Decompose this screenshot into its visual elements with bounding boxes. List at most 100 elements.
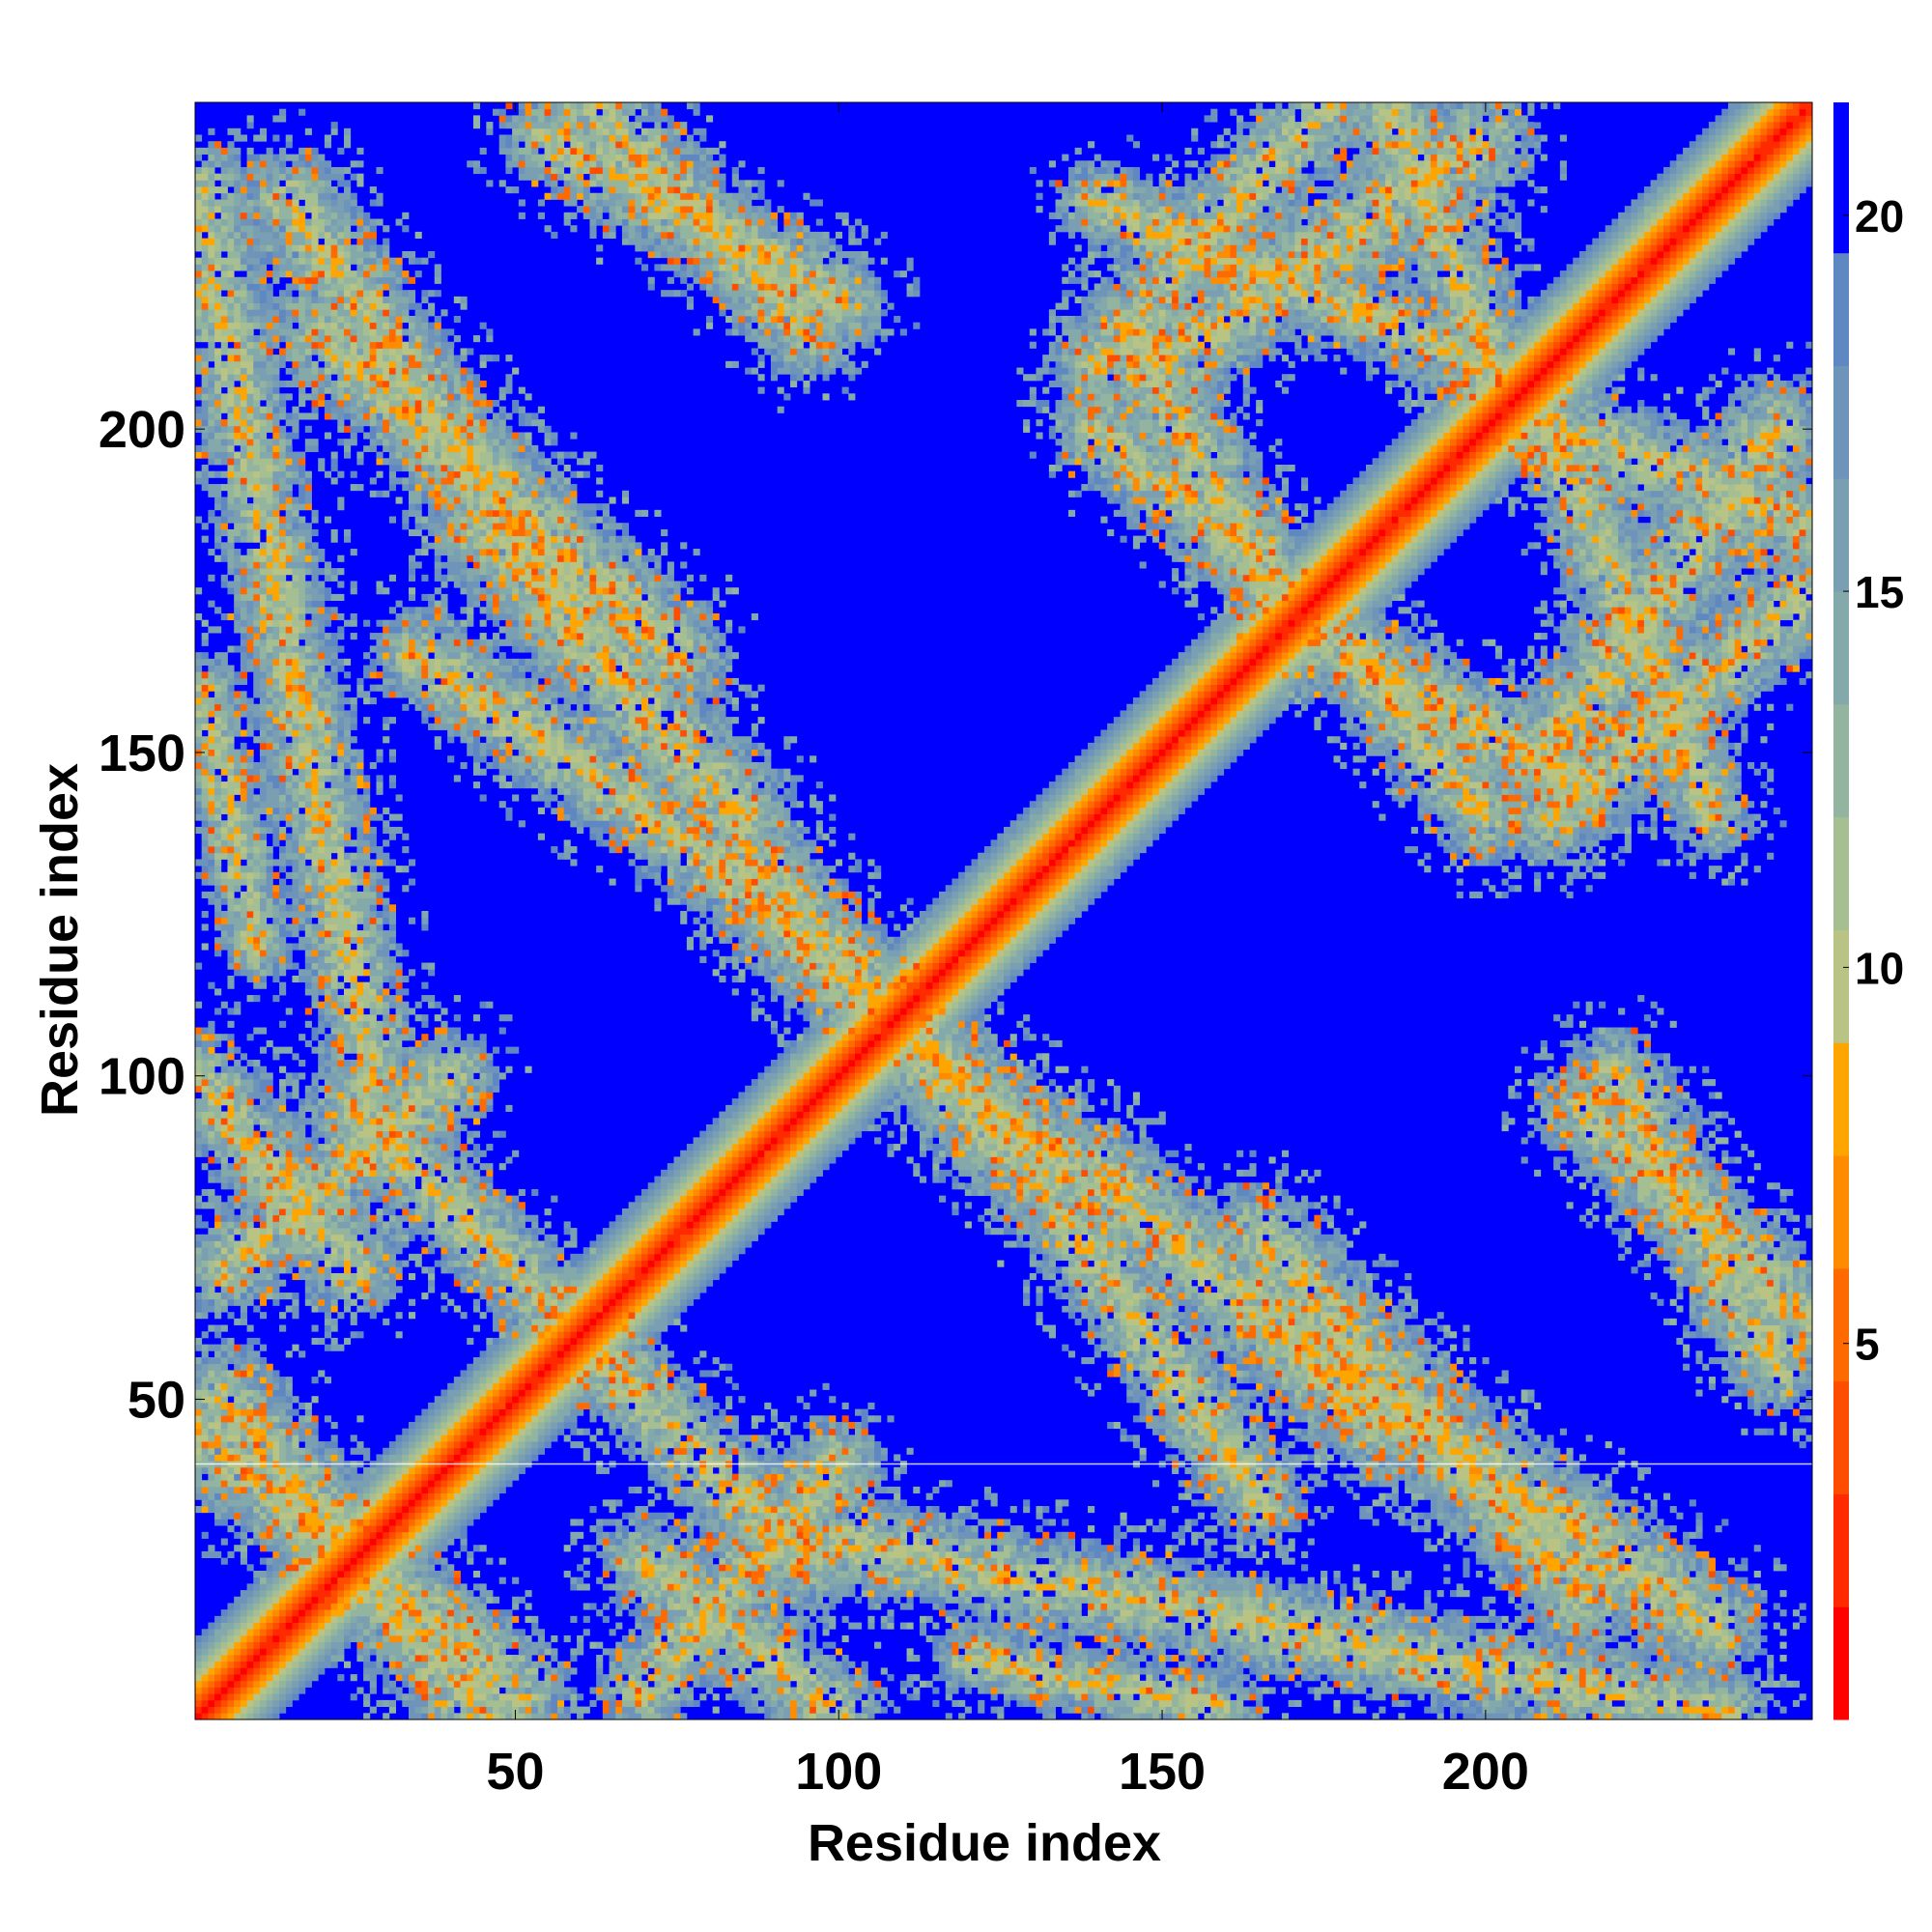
heatmap-cell (259, 1357, 268, 1365)
heatmap-cell (279, 962, 287, 970)
heatmap-cell (324, 1486, 332, 1494)
heatmap-cell (214, 1435, 222, 1442)
heatmap-cell (356, 820, 364, 828)
heatmap-cell (240, 380, 247, 388)
heatmap-cell (220, 1234, 228, 1241)
heatmap-cell (337, 1027, 345, 1035)
heatmap-cell (330, 710, 338, 718)
heatmap-cell (298, 1615, 306, 1623)
heatmap-cell (208, 1156, 215, 1164)
heatmap-cell (214, 380, 222, 388)
heatmap-cell (304, 1298, 312, 1306)
heatmap-cell (279, 761, 287, 770)
heatmap-cell (214, 1118, 222, 1125)
heatmap-cell (279, 749, 287, 756)
heatmap-cell (253, 1506, 261, 1514)
heatmap-cell (220, 891, 228, 899)
heatmap-cell (220, 612, 228, 621)
heatmap-cell (195, 1150, 203, 1157)
heatmap-cell (259, 691, 268, 698)
heatmap-cell (350, 1609, 357, 1617)
heatmap-cell (214, 1156, 222, 1164)
heatmap-cell (285, 833, 293, 840)
heatmap-cell (272, 1641, 280, 1649)
heatmap-cell (272, 458, 280, 466)
heatmap-cell (304, 677, 312, 686)
heatmap-cell (318, 225, 326, 233)
heatmap-cell (253, 1538, 261, 1546)
heatmap-cell (220, 244, 228, 252)
heatmap-cell (234, 691, 242, 698)
heatmap-cell (304, 166, 312, 175)
heatmap-cell (208, 697, 215, 705)
heatmap-cell (234, 917, 242, 924)
heatmap-cell (337, 1655, 345, 1662)
heatmap-cell (195, 587, 203, 595)
heatmap-cell (324, 950, 332, 957)
heatmap-cell (208, 1377, 215, 1384)
heatmap-cell (259, 270, 268, 278)
heatmap-cell (285, 1492, 293, 1500)
heatmap-cell (234, 943, 242, 951)
heatmap-cell (234, 1169, 242, 1177)
heatmap-cell (279, 444, 287, 452)
heatmap-cell (253, 180, 261, 187)
heatmap-cell (234, 509, 242, 517)
heatmap-cell (304, 315, 312, 324)
heatmap-cell (234, 1279, 242, 1287)
heatmap-cell (279, 652, 287, 660)
heatmap-cell (220, 677, 228, 686)
heatmap-cell (285, 639, 293, 646)
heatmap-cell (208, 1188, 215, 1197)
heatmap-cell (337, 1648, 345, 1656)
heatmap-cell (240, 1473, 247, 1481)
heatmap-cell (227, 717, 235, 724)
heatmap-cell (318, 1118, 326, 1125)
heatmap-cell (285, 1182, 293, 1190)
heatmap-cell (350, 710, 357, 718)
heatmap-cell (266, 1486, 273, 1494)
heatmap-cell (201, 852, 209, 860)
heatmap-cell (208, 852, 215, 860)
heatmap-cell (195, 794, 203, 802)
heatmap-cell (259, 1570, 268, 1578)
heatmap-cell (350, 251, 357, 259)
heatmap-cell (234, 1545, 242, 1552)
heatmap-cell (266, 775, 273, 782)
heatmap-cell (279, 1130, 287, 1138)
heatmap-cell (311, 787, 319, 795)
heatmap-cell (337, 1214, 345, 1222)
heatmap-cell (304, 1435, 312, 1442)
heatmap-cell (227, 671, 235, 679)
heatmap-cell (246, 839, 254, 847)
heatmap-cell (292, 677, 299, 686)
heatmap-cell (246, 891, 254, 899)
heatmap-cell (330, 218, 338, 226)
heatmap-cell (337, 981, 345, 989)
heatmap-cell (304, 283, 312, 291)
heatmap-cell (311, 400, 319, 408)
heatmap-cell (208, 703, 215, 711)
heatmap-cell (272, 296, 280, 303)
heatmap-cell (246, 115, 254, 123)
heatmap-cell (304, 833, 312, 840)
heatmap-cell (344, 826, 352, 835)
heatmap-cell (298, 781, 306, 789)
heatmap-cell (344, 1512, 352, 1520)
heatmap-cell (330, 1634, 338, 1643)
heatmap-cell (259, 166, 268, 175)
heatmap-cell (279, 1156, 287, 1164)
heatmap-cell (350, 1545, 357, 1552)
heatmap-cell (201, 1441, 209, 1449)
heatmap-cell (208, 1123, 215, 1132)
heatmap-cell (214, 1382, 222, 1390)
heatmap-cell (350, 173, 357, 181)
heatmap-cell (337, 296, 345, 303)
heatmap-cell (234, 386, 242, 394)
heatmap-cell (214, 671, 222, 679)
heatmap-cell (279, 658, 287, 666)
heatmap-cell (266, 477, 273, 485)
heatmap-cell (318, 684, 326, 692)
heatmap-cell (246, 936, 254, 944)
heatmap-cell (292, 1072, 299, 1080)
